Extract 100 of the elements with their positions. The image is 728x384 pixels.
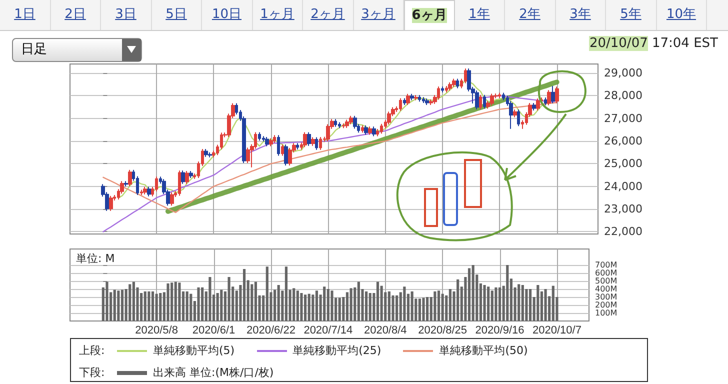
bar [120, 290, 124, 321]
bar [552, 286, 554, 321]
candlestick [448, 82, 452, 92]
bar [151, 291, 154, 321]
text: 下段: [79, 365, 106, 380]
bar [441, 294, 444, 321]
candlestick [147, 186, 151, 197]
text: 3ヶ月 [361, 7, 396, 22]
candlestick [109, 195, 113, 212]
bar [380, 286, 383, 321]
bar [208, 277, 212, 321]
bar [521, 285, 524, 321]
bar [518, 284, 520, 321]
candlestick [387, 111, 391, 126]
text: 5日 [166, 7, 187, 22]
candlestick [422, 96, 425, 104]
candlestick [479, 94, 482, 110]
y-tick-label: 700M [595, 260, 618, 270]
bar [506, 265, 509, 321]
bar [250, 284, 254, 321]
bar [201, 287, 204, 321]
bar [174, 282, 177, 321]
text: 2日 [64, 7, 86, 22]
candlestick [406, 93, 410, 106]
x-tick-label: 2020/9/16 [475, 324, 524, 336]
bar [228, 277, 230, 321]
candlestick [265, 136, 269, 147]
y-tick-label: 22,000 [604, 225, 642, 238]
legend-label: 単純移動平均(50) [439, 343, 528, 358]
candlestick [307, 132, 311, 146]
bar [323, 286, 326, 321]
bar [456, 279, 460, 321]
candlestick [475, 90, 479, 110]
bar [392, 295, 394, 321]
candlestick [380, 123, 383, 134]
candlestick [551, 85, 555, 104]
bar [132, 282, 135, 321]
text: 5年 [620, 7, 642, 22]
candlestick [185, 170, 189, 184]
legend-label: 単純移動平均(5) [153, 343, 235, 358]
bar [388, 291, 390, 321]
text: 1日 [14, 7, 36, 22]
bar [422, 298, 425, 321]
bar [330, 290, 334, 321]
candlestick [345, 119, 349, 128]
candlestick [456, 78, 459, 89]
text: 日足 [12, 38, 142, 62]
candlestick [555, 86, 559, 104]
candlestick [342, 122, 345, 129]
bar [487, 286, 490, 321]
candlestick [361, 124, 364, 134]
candlestick [483, 94, 486, 110]
candlestick [353, 115, 357, 130]
candlestick [128, 169, 132, 187]
candlestick [418, 94, 421, 102]
bar [403, 286, 406, 321]
candlestick [334, 118, 337, 128]
y-tick-label: 25,000 [604, 157, 642, 170]
candlestick [513, 109, 517, 118]
bar [483, 285, 486, 321]
candlestick [311, 136, 315, 146]
candlestick [441, 86, 444, 93]
bar [216, 293, 219, 321]
bar [308, 294, 310, 321]
x-tick-label: 2020/6/1 [192, 324, 236, 336]
bar [376, 282, 380, 321]
bar [437, 290, 440, 321]
bar [544, 289, 547, 321]
bar [106, 282, 108, 321]
bar [166, 283, 170, 321]
candlestick [349, 115, 353, 125]
text: 20/10/07 17:04 EST [589, 36, 718, 51]
legend-label: 出来高 単位:(M株/口/枚) [153, 365, 274, 380]
candlestick [170, 192, 174, 206]
bar [186, 291, 188, 321]
candlestick [517, 109, 520, 127]
candlestick [288, 147, 292, 166]
candlestick [284, 144, 288, 166]
y-tick-label: 200M [595, 300, 618, 310]
candlestick [372, 126, 376, 137]
annotation: 単位: M [76, 251, 115, 266]
candlestick [544, 97, 547, 106]
candlestick [258, 132, 261, 142]
candlestick [178, 170, 181, 196]
bar [266, 266, 268, 321]
bar [178, 282, 181, 321]
candlestick [445, 85, 448, 93]
candlestick [315, 136, 318, 150]
bar [490, 290, 494, 321]
bar [346, 292, 349, 321]
candlestick [143, 186, 147, 195]
y-tick-label: 600M [595, 268, 618, 278]
bar [350, 288, 352, 321]
x-tick-label: 2020/5/8 [135, 324, 178, 336]
bar [498, 287, 502, 321]
y-tick-label: 24,000 [604, 180, 642, 193]
bar [144, 291, 146, 321]
candlestick [414, 94, 418, 101]
candlestick [532, 102, 536, 111]
candlestick [425, 98, 429, 106]
